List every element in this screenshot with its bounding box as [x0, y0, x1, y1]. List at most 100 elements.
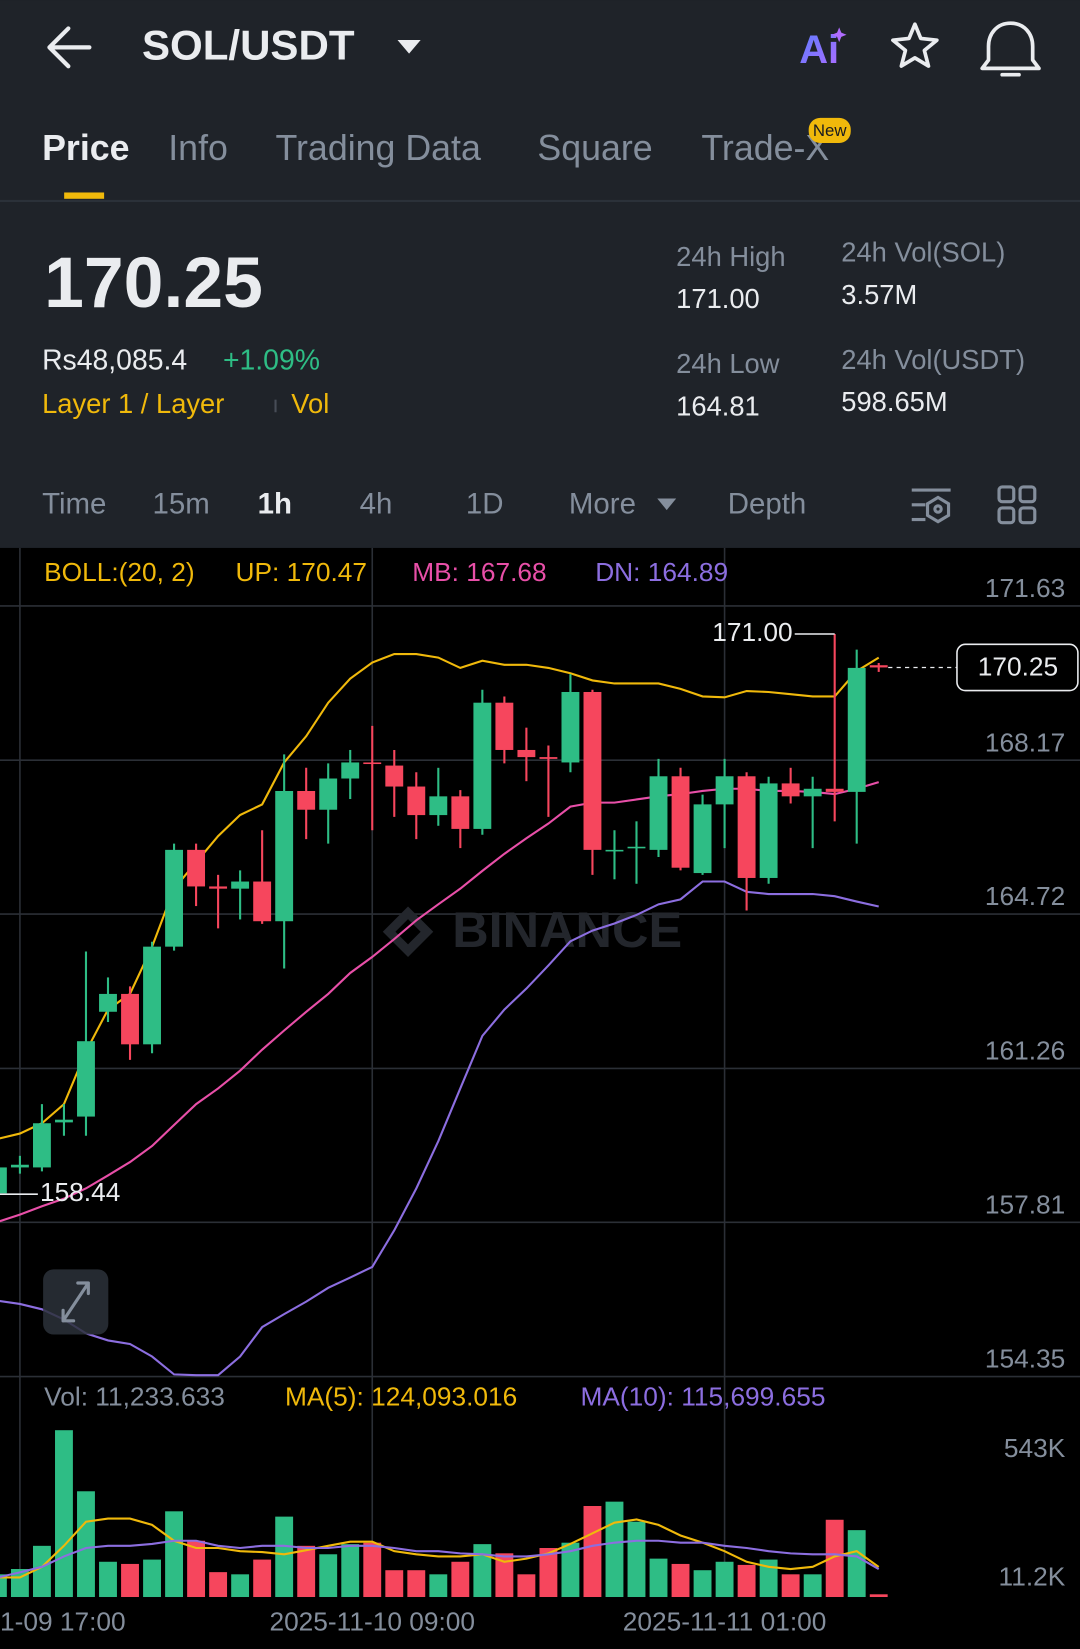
candle-body	[209, 886, 228, 889]
interval[interactable]: More	[569, 488, 636, 521]
candle-body	[407, 786, 426, 816]
tab[interactable]: Trade-X	[701, 128, 829, 168]
volume-bar	[319, 1554, 338, 1598]
candle-body	[495, 702, 514, 750]
volume-bar	[781, 1574, 800, 1598]
tab[interactable]: Price	[42, 128, 129, 168]
volume-bar	[297, 1545, 316, 1598]
volume-bar	[209, 1572, 228, 1598]
y-tick-label: 543K	[1004, 1433, 1066, 1463]
candle-body	[341, 762, 360, 779]
interval[interactable]: Depth	[728, 488, 807, 521]
candle-body	[451, 796, 470, 829]
volume-bar	[99, 1561, 117, 1598]
stat-label: 24h High	[676, 241, 785, 272]
candle-body	[429, 796, 448, 816]
y-tick-label: 157.81	[985, 1189, 1065, 1219]
legend-entry: UP: 170.47	[236, 557, 367, 587]
volume-bar	[429, 1574, 448, 1598]
volume-bar	[847, 1530, 866, 1598]
candle-body	[32, 1123, 51, 1168]
back-button[interactable]	[47, 26, 92, 69]
last-price: 170.25	[44, 243, 263, 323]
candle-body	[165, 849, 184, 947]
interval[interactable]: 15m	[152, 488, 209, 521]
candle-body	[77, 1041, 95, 1117]
volume-bar	[627, 1521, 646, 1598]
interval[interactable]: 1D	[466, 488, 504, 521]
more-dropdown[interactable]	[657, 498, 677, 511]
legend-entry: DN: 164.89	[595, 557, 728, 587]
candle-body	[143, 946, 161, 1045]
stat-label: 24h Vol(USDT)	[841, 344, 1025, 375]
candle-body	[605, 849, 624, 852]
candle-body	[561, 691, 580, 763]
candle-body	[627, 846, 646, 849]
watermark-logo	[382, 906, 434, 958]
pair-dropdown[interactable]	[397, 40, 421, 54]
layout-button[interactable]	[997, 485, 1037, 525]
volume-bar	[165, 1511, 184, 1598]
candle-body	[803, 788, 822, 797]
y-tick-label: 154.35	[985, 1344, 1065, 1374]
volume-ma-line	[0, 1517, 880, 1579]
favorite-button[interactable]	[891, 22, 939, 68]
tab[interactable]: Info	[168, 128, 228, 168]
volume-bar	[385, 1570, 404, 1598]
interval[interactable]: 4h	[360, 488, 393, 521]
tab[interactable]: Square	[537, 128, 652, 168]
y-tick-label: 168.17	[985, 727, 1065, 757]
x-tick-label: 2025-11-11 01:00	[623, 1607, 827, 1637]
candle-body	[693, 804, 712, 874]
category-tag[interactable]: Layer 1 / Layer	[42, 388, 224, 419]
volume-bar	[363, 1542, 382, 1598]
candle-body	[319, 778, 338, 810]
volume-legend: Vol: 11,233.633	[44, 1382, 225, 1412]
stat-value: 171.00	[676, 283, 760, 314]
stat-value: 598.65M	[841, 386, 947, 417]
volume-bar	[605, 1501, 624, 1598]
last-price-label: 170.25	[978, 651, 1058, 681]
volume-bar	[715, 1561, 734, 1598]
candle-body	[187, 849, 206, 887]
chart: 171.63 168.17 164.72 161.26 157.81 154.35 1-09…	[0, 547, 1080, 1637]
volume-bar	[517, 1574, 536, 1598]
y-tick-label: 171.63	[985, 573, 1065, 603]
volume-bar	[561, 1542, 580, 1598]
candle-body	[231, 881, 250, 889]
candle-body	[539, 757, 558, 759]
stats: 24h High 171.00 24h Low 164.81 24h Vol(SOL) 3…	[676, 237, 1025, 422]
interval[interactable]: 1h	[258, 488, 292, 521]
y-tick-label: 161.26	[985, 1036, 1065, 1066]
candle-body	[121, 993, 139, 1045]
volume-bar	[671, 1563, 690, 1598]
candle-body	[781, 783, 800, 797]
volume-bar	[253, 1559, 272, 1598]
candle-body	[715, 776, 734, 805]
volume-bar	[539, 1548, 558, 1598]
header-bg	[0, 0, 1080, 548]
x-tick-label: 1-09 17:00	[0, 1607, 126, 1637]
new-badge	[808, 117, 851, 144]
candle-body	[253, 881, 272, 922]
volume-bar	[231, 1574, 250, 1598]
volume-bar	[693, 1570, 712, 1598]
volume-bar	[341, 1544, 360, 1598]
candle-body	[55, 1119, 73, 1123]
volume-bar	[737, 1564, 756, 1598]
interval-bar: Time 15m 1h 4h 1D More Depth	[42, 488, 806, 521]
alert-button[interactable]	[980, 21, 1041, 77]
pair-title[interactable]: SOL/USDT	[142, 22, 355, 69]
interval[interactable]: Time	[42, 488, 106, 521]
tab[interactable]: Trading Data	[276, 128, 481, 168]
category-tag[interactable]: Vol	[291, 388, 329, 419]
ai-button[interactable]: Ai	[799, 28, 839, 72]
y-tick-label: 164.72	[985, 881, 1065, 911]
y-tick-label: 11.2K	[999, 1561, 1066, 1591]
candle-body	[847, 667, 866, 792]
volume-bar	[825, 1519, 844, 1598]
expand-button[interactable]	[43, 1269, 109, 1335]
indicator-settings[interactable]	[911, 488, 951, 524]
candle-body	[0, 1167, 7, 1194]
